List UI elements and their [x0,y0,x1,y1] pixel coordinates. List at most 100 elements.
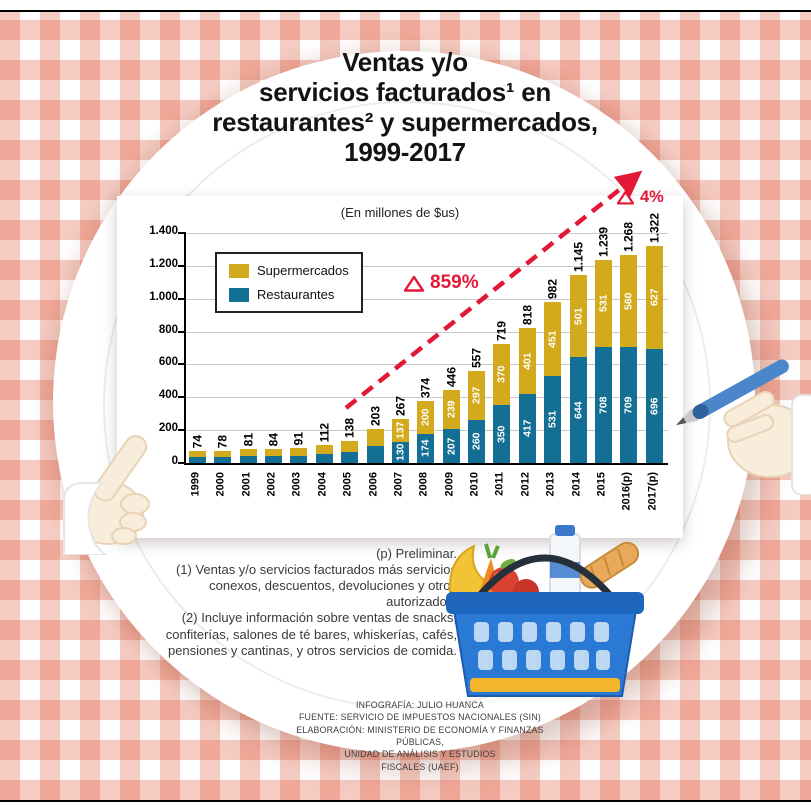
bar-total-label: 557 [469,347,484,368]
bar-total-label: 1.322 [647,212,662,243]
bar-segment-supermercados [265,449,282,456]
bar-total-label: 112 [317,422,332,442]
y-axis-label: 400 [158,389,178,401]
growth-annotation-last-year: 4% [617,188,664,207]
x-axis-label: 2009 [443,472,456,497]
axis-tick [178,331,186,333]
axis-tick [178,232,186,234]
x-axis-label: 2008 [417,472,430,497]
bar-value-restaurantes: 696 [648,397,661,415]
bar-segment-restaurantes [493,405,510,463]
legend-swatch [229,263,249,278]
x-axis-label: 2015 [595,472,608,497]
footnote-preliminar: (p) Preliminar. [376,546,457,561]
bar-segment-restaurantes [468,420,485,463]
bar-segment-restaurantes [189,457,206,463]
x-axis-label: 2004 [316,472,329,497]
bar-value-restaurantes: 207 [445,437,458,455]
bar-value-restaurantes: 130 [394,443,407,462]
axis-tick [178,265,186,267]
bar-value-restaurantes: 709 [622,396,635,414]
bar-segment-supermercados [392,419,409,442]
bar-total-label: 138 [342,417,357,438]
y-axis-label: 1.000 [149,291,178,303]
bar-total-label: 84 [266,432,281,446]
axis-tick [178,363,186,365]
y-axis-label: 800 [158,324,178,336]
bar-segment-restaurantes [290,456,307,463]
bar-value-restaurantes: 417 [521,419,534,438]
bar-value-supermercados: 370 [495,365,508,384]
x-axis-labels: 1999 2000 2001 2002 2003 2004 2005 2006 2007 2008… [184,467,666,531]
growth-last-value: 4% [640,188,664,206]
bar-total-label: 818 [520,304,535,325]
bar-segment-restaurantes [519,394,536,463]
bar-total-label: 1.268 [621,221,636,252]
footnotes: (p) Preliminar. (1) Ventas y/o servicios… [155,546,457,659]
bar-total-label: 91 [291,431,306,445]
x-axis-label: 2016(p) [620,472,633,511]
x-axis-label: 2017(p) [646,472,659,511]
bar-total-label: 374 [418,377,433,398]
x-axis-label: 2014 [570,472,583,497]
bar-total-label: 446 [444,366,459,387]
bar-value-supermercados: 531 [597,294,610,313]
bar-value-restaurantes: 644 [572,401,585,419]
triangle-up-icon [617,190,634,205]
y-axis-label: 200 [158,422,178,434]
footnote-1: (1) Ventas y/o servicios facturados más … [175,562,457,610]
title-line-2: servicios facturados¹ en [259,76,551,107]
bar-total-label: 267 [393,395,408,416]
bar-segment-supermercados [189,451,206,457]
bar-value-supermercados: 297 [470,386,483,405]
legend-label: Restaurantes [257,287,335,302]
credit-line: UNIDAD DE ANÁLISIS Y ESTUDIOS [344,749,496,760]
bar-total-label: 78 [215,434,230,448]
bar-total-label: 1.145 [571,241,586,272]
axis-tick [178,396,186,398]
bar-value-supermercados: 501 [572,307,585,325]
bar-segment-restaurantes [265,456,282,463]
y-axis-label: 600 [158,356,178,368]
legend-item: Restaurantes [229,287,349,302]
y-axis-label: 0 [171,455,178,467]
bar-total-label: 719 [494,320,509,341]
page-title: Ventas y/o servicios facturados¹ en rest… [105,47,705,168]
bar-segment-restaurantes [417,434,434,463]
x-axis-label: 2007 [392,472,405,497]
x-axis-label: 2005 [341,472,354,497]
axis-tick [178,429,186,431]
bar-segment-supermercados [316,445,333,454]
bar-value-restaurantes: 260 [470,432,483,451]
bar-segment-restaurantes [240,456,257,463]
bar-value-restaurantes: 174 [419,439,432,458]
bar-segment-restaurantes [392,442,409,463]
x-axis-label: 2002 [265,472,278,497]
bar-segment-supermercados [646,246,663,349]
bar-total-label: 74 [190,434,205,448]
y-axis-label: 1.400 [149,225,178,237]
x-axis-label: 2011 [493,472,506,496]
title-line-3: restaurantes² y supermercados, [212,106,598,137]
growth-annotation-total: 859% [404,272,479,294]
footnote-2: (2) Incluye información sobre ventas de … [165,610,457,658]
bar-value-supermercados: 560 [622,292,635,310]
legend-swatch [229,287,249,302]
bar-value-supermercados: 137 [394,421,407,440]
bar-segment-restaurantes [316,454,333,463]
bar-value-supermercados: 451 [546,330,559,348]
legend-label: Supermercados [257,263,349,278]
bar-value-supermercados: 200 [419,408,432,427]
bar-value-supermercados: 239 [445,400,458,419]
x-axis-label: 2003 [290,472,303,497]
bar-segment-supermercados [240,449,257,456]
bar-total-label: 81 [241,432,256,446]
axis-tick [178,298,186,300]
bar-value-restaurantes: 708 [597,396,610,414]
triangle-up-icon [404,275,424,292]
x-axis-label: 2000 [214,472,227,497]
x-axis-label: 1999 [189,472,202,497]
legend-item: Supermercados [229,263,349,278]
bar-total-label: 1.239 [596,226,611,257]
